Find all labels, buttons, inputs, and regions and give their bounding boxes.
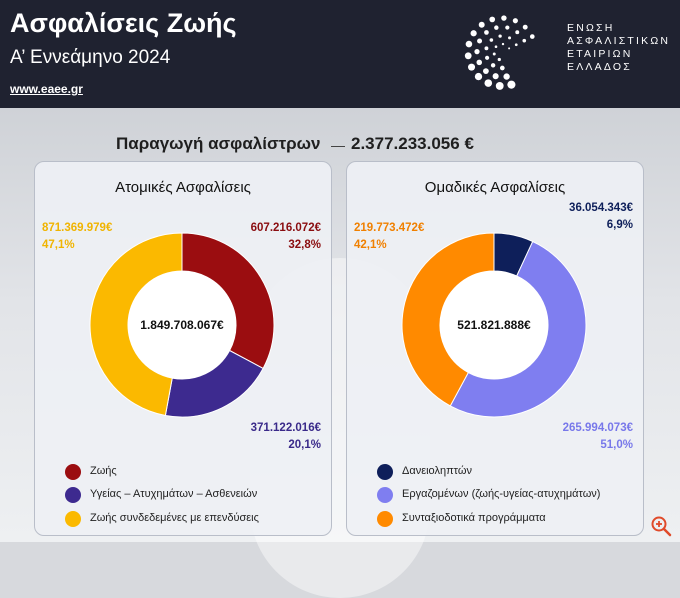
slice-value: 871.369.979€ [42,222,113,234]
logo-dot [498,34,502,38]
slice-value: 371.122.016€ [250,422,321,434]
website-link[interactable]: www.eaee.gr [10,82,83,96]
logo-dot [508,47,511,50]
connector-line [331,146,345,147]
slice-percent: 47,1% [42,239,75,251]
zoom-in-icon[interactable] [650,515,672,537]
logo-dot [476,59,483,66]
legend-swatch [65,487,81,503]
logo-dot [465,40,473,48]
individual-donut-chart: 1.849.708.067€ [89,232,275,418]
slice-value: 36.054.343€ [569,202,633,214]
logo-dot [485,55,490,60]
slice-label-pension: 219.773.472€ 42,1% [354,220,464,254]
logo-dot [478,21,485,28]
logo-text-line: ΕΝΩΣΗ [567,22,615,34]
legend-label: Εργαζομένων (ζωής-υγείας-ατυχημάτων) [402,488,601,500]
legend-swatch [377,464,393,480]
logo-dot [495,81,504,90]
logo-dot [503,73,510,80]
legend-swatch [65,511,81,527]
logo-dot [468,63,476,71]
logo-dot [474,72,483,81]
slice-percent: 51,0% [600,439,633,451]
total-production-value: 2.377.233.056 € [351,134,474,153]
logo-dot [484,79,493,87]
slice-percent: 42,1% [354,239,387,251]
logo-dot [477,38,483,44]
logo-dot [464,52,472,60]
logo-dot [483,68,489,75]
logo-text-line: ΕΛΛΑΔΟΣ [567,61,632,73]
total-production-label: Παραγωγή ασφαλίστρων [116,134,321,153]
group-insurance-panel: Ομαδικές Ασφαλίσεις 521.821.888€ 36.054.… [346,161,644,536]
logo-dot [512,18,518,24]
slice-value: 219.773.472€ [354,222,425,234]
logo-dot [484,46,489,51]
donut-hole [128,271,236,379]
header-banner: Ασφαλίσεις Ζωής Α’ Εννεάμηνο 2024 www.ea… [0,0,680,108]
logo-text: ΕΝΩΣΗ ΑΣΦΑΛΙΣΤΙΚΩΝ ΕΤΑΙΡΙΩΝ ΕΛΛΑΔΟΣ [567,22,670,74]
logo-dot [492,73,499,80]
legend-label: Υγείας – Ατυχημάτων – Ασθενειών [90,488,258,500]
legend-label: Ζωής συνδεδεμένες με επενδύσεις [90,512,259,524]
slice-value: 265.994.073€ [562,422,633,434]
logo-dot [507,80,516,89]
logo-text-line: ΕΤΑΙΡΙΩΝ [567,48,633,60]
logo-dot [489,16,496,23]
logo-text-line: ΑΣΦΑΛΙΣΤΙΚΩΝ [567,35,671,47]
logo-dot [474,49,480,55]
slice-label-life: 607.216.072€ 32,8% [215,220,321,254]
logo-dot [497,57,501,62]
logo-dot [494,45,498,49]
page-title: Ασφαλίσεις Ζωής [10,8,237,38]
logo-dot [484,30,489,35]
donut-center-total: 521.821.888€ [457,318,531,332]
panel-title: Ομαδικές Ασφαλίσεις [424,179,566,196]
donut-hole [440,271,548,379]
page-subtitle: Α’ Εννεάμηνο 2024 [10,47,171,68]
panel-title: Ατομικές Ασφαλίσεις [115,179,251,196]
logo-dot [470,30,477,37]
logo-dot [515,30,520,35]
logo-dot [522,24,528,30]
donut-slice [449,240,587,418]
slice-label-employees: 265.994.073€ 51,0% [527,420,633,454]
logo-dot [514,43,518,47]
logo-dot [501,15,507,21]
legend-label: Συνταξιοδοτικά προγράμματα [402,512,546,524]
legend-swatch [377,511,393,527]
slice-percent: 32,8% [288,239,321,251]
total-production: Παραγωγή ασφαλίστρων 2.377.233.056 € [0,134,600,154]
legend-label: Δανειοληπτών [402,465,472,477]
individual-insurance-panel: Ατομικές Ασφαλίσεις 1.849.708.067€ 607.2… [34,161,332,536]
logo-dot [522,38,527,43]
slice-value: 607.216.072€ [250,222,321,234]
logo-dot [489,38,494,42]
slice-label-unit-linked: 871.369.979€ 47,1% [42,220,152,254]
logo-dot [499,65,505,71]
slice-percent: 20,1% [288,439,321,451]
slice-label-borrowers: 36.054.343€ 6,9% [527,200,633,234]
logo-dot [490,63,496,68]
legend-label: Ζωής [90,465,117,477]
legend-swatch [65,464,81,480]
logo-dot [529,34,535,39]
logo-dot [494,25,499,30]
logo-dot [501,42,505,46]
eaee-logo-icon [464,15,535,90]
donut-center-total: 1.849.708.067€ [140,318,224,332]
legend-swatch [377,487,393,503]
slice-label-health: 371.122.016€ 20,1% [215,420,321,454]
group-donut-chart: 521.821.888€ [401,232,587,418]
logo-dot [505,25,510,30]
slice-percent: 6,9% [606,219,633,231]
logo-dot [508,36,512,40]
logo-dot [492,52,496,56]
